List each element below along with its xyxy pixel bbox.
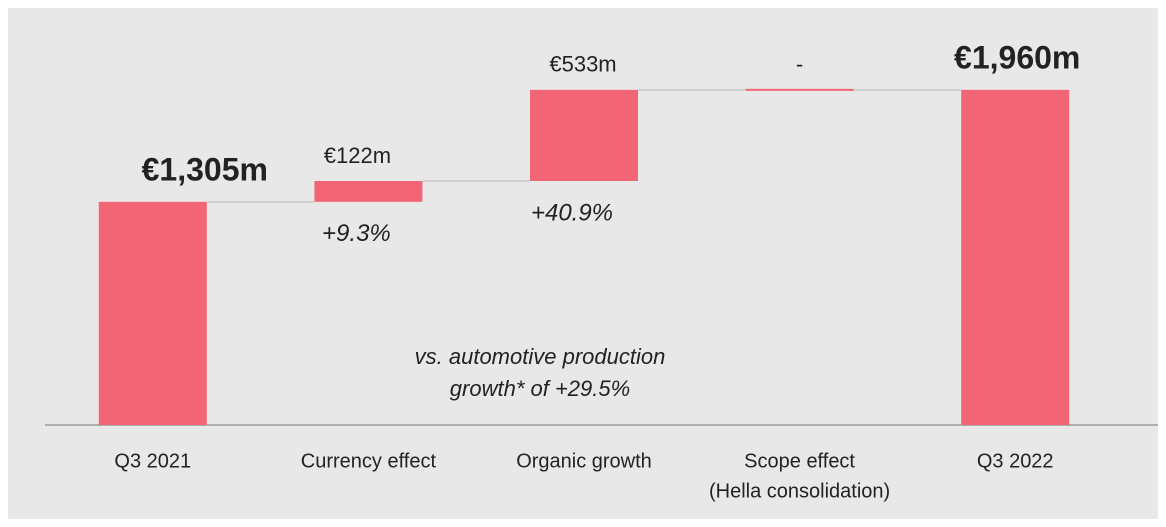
x-tick-label: (Hella consolidation) (709, 480, 890, 502)
value-label: €122m (324, 143, 391, 168)
annotation: growth* of +29.5% (450, 376, 630, 401)
bar (98, 201, 207, 425)
growth-label: +40.9% (531, 199, 613, 226)
bar (961, 89, 1070, 425)
x-tick-label: Q3 2021 (114, 450, 191, 472)
x-tick-label: Organic growth (516, 450, 652, 472)
bar (314, 180, 423, 202)
growth-label: +9.3% (322, 220, 391, 247)
value-label: - (796, 52, 803, 77)
value-label: €1,960m (954, 39, 1080, 75)
x-tick-label: Scope effect (744, 450, 855, 472)
annotation: vs. automotive production (415, 344, 666, 369)
bar (745, 88, 854, 91)
bar (530, 89, 638, 181)
value-label: €1,305m (142, 151, 268, 187)
value-label: €533m (549, 52, 616, 77)
x-tick-label: Currency effect (301, 450, 437, 472)
x-tick-label: Q3 2022 (977, 450, 1054, 472)
